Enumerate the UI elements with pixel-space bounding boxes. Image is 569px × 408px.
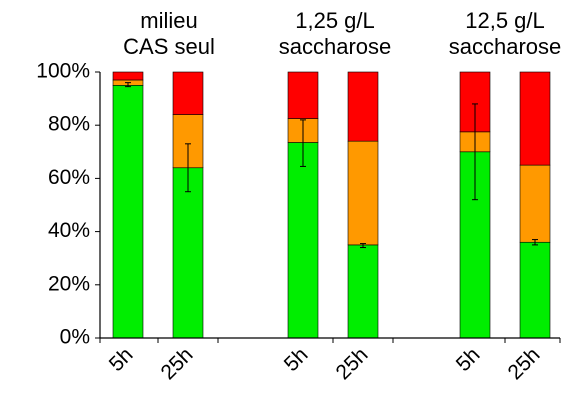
error-bar-1 [185,143,191,193]
group-label-2-line-0: 12,5 g/L [465,8,545,33]
y-tick-labels: 0% 20% 40% 60% 80% 100% [36,60,90,349]
y-tick-label-3: 60% [48,166,90,189]
bar-segment-cat1-series2 [172,71,204,115]
x-tick-labels: 5h 25h 5h 25h 5h 25h [105,343,545,384]
error-bar-2 [300,119,306,167]
bar-segment-cat2-series2 [287,71,319,119]
bar-segment-cat5-series1 [519,164,551,243]
error-bar-5 [532,239,538,246]
bar-segment-cat3-series1 [347,140,379,246]
bar-segment-cat0-series0 [112,85,144,339]
error-bars [125,82,538,249]
group-label-1-line-0: 1,25 g/L [295,8,375,33]
bar-segment-cat3-series2 [347,71,379,142]
error-bar-0 [125,82,131,88]
bar-segment-cat2-series0 [287,142,319,339]
x-tick-label-4: 5h [452,343,485,376]
x-tick-label-1: 25h [156,343,197,384]
x-tick-label-2: 5h [280,343,313,376]
x-tick-label-5: 25h [503,343,544,384]
bar-segment-cat1-series0 [172,167,204,339]
y-tick-label-5: 100% [36,60,90,83]
group-label-0-line-1: CAS seul [123,34,215,59]
x-tick-label-3: 25h [331,343,372,384]
group-label-0-line-0: milieu [140,8,197,33]
y-tick-label-2: 40% [48,219,90,242]
error-bar-3 [360,243,366,249]
bar-segment-cat0-series2 [112,71,144,81]
bar-segment-cat5-series0 [519,241,551,339]
x-tick-label-0: 5h [105,343,138,376]
group-label-2-line-1: saccharose [449,34,562,59]
bars [112,71,551,339]
bar-segment-cat3-series0 [347,244,379,339]
bar-segment-cat5-series2 [519,71,551,166]
axes [95,71,561,343]
y-tick-label-4: 80% [48,113,90,136]
y-tick-label-0: 0% [60,326,90,349]
group-label-1-line-1: saccharose [279,34,392,59]
y-tick-label-1: 20% [48,272,90,295]
error-bar-4 [472,103,478,201]
